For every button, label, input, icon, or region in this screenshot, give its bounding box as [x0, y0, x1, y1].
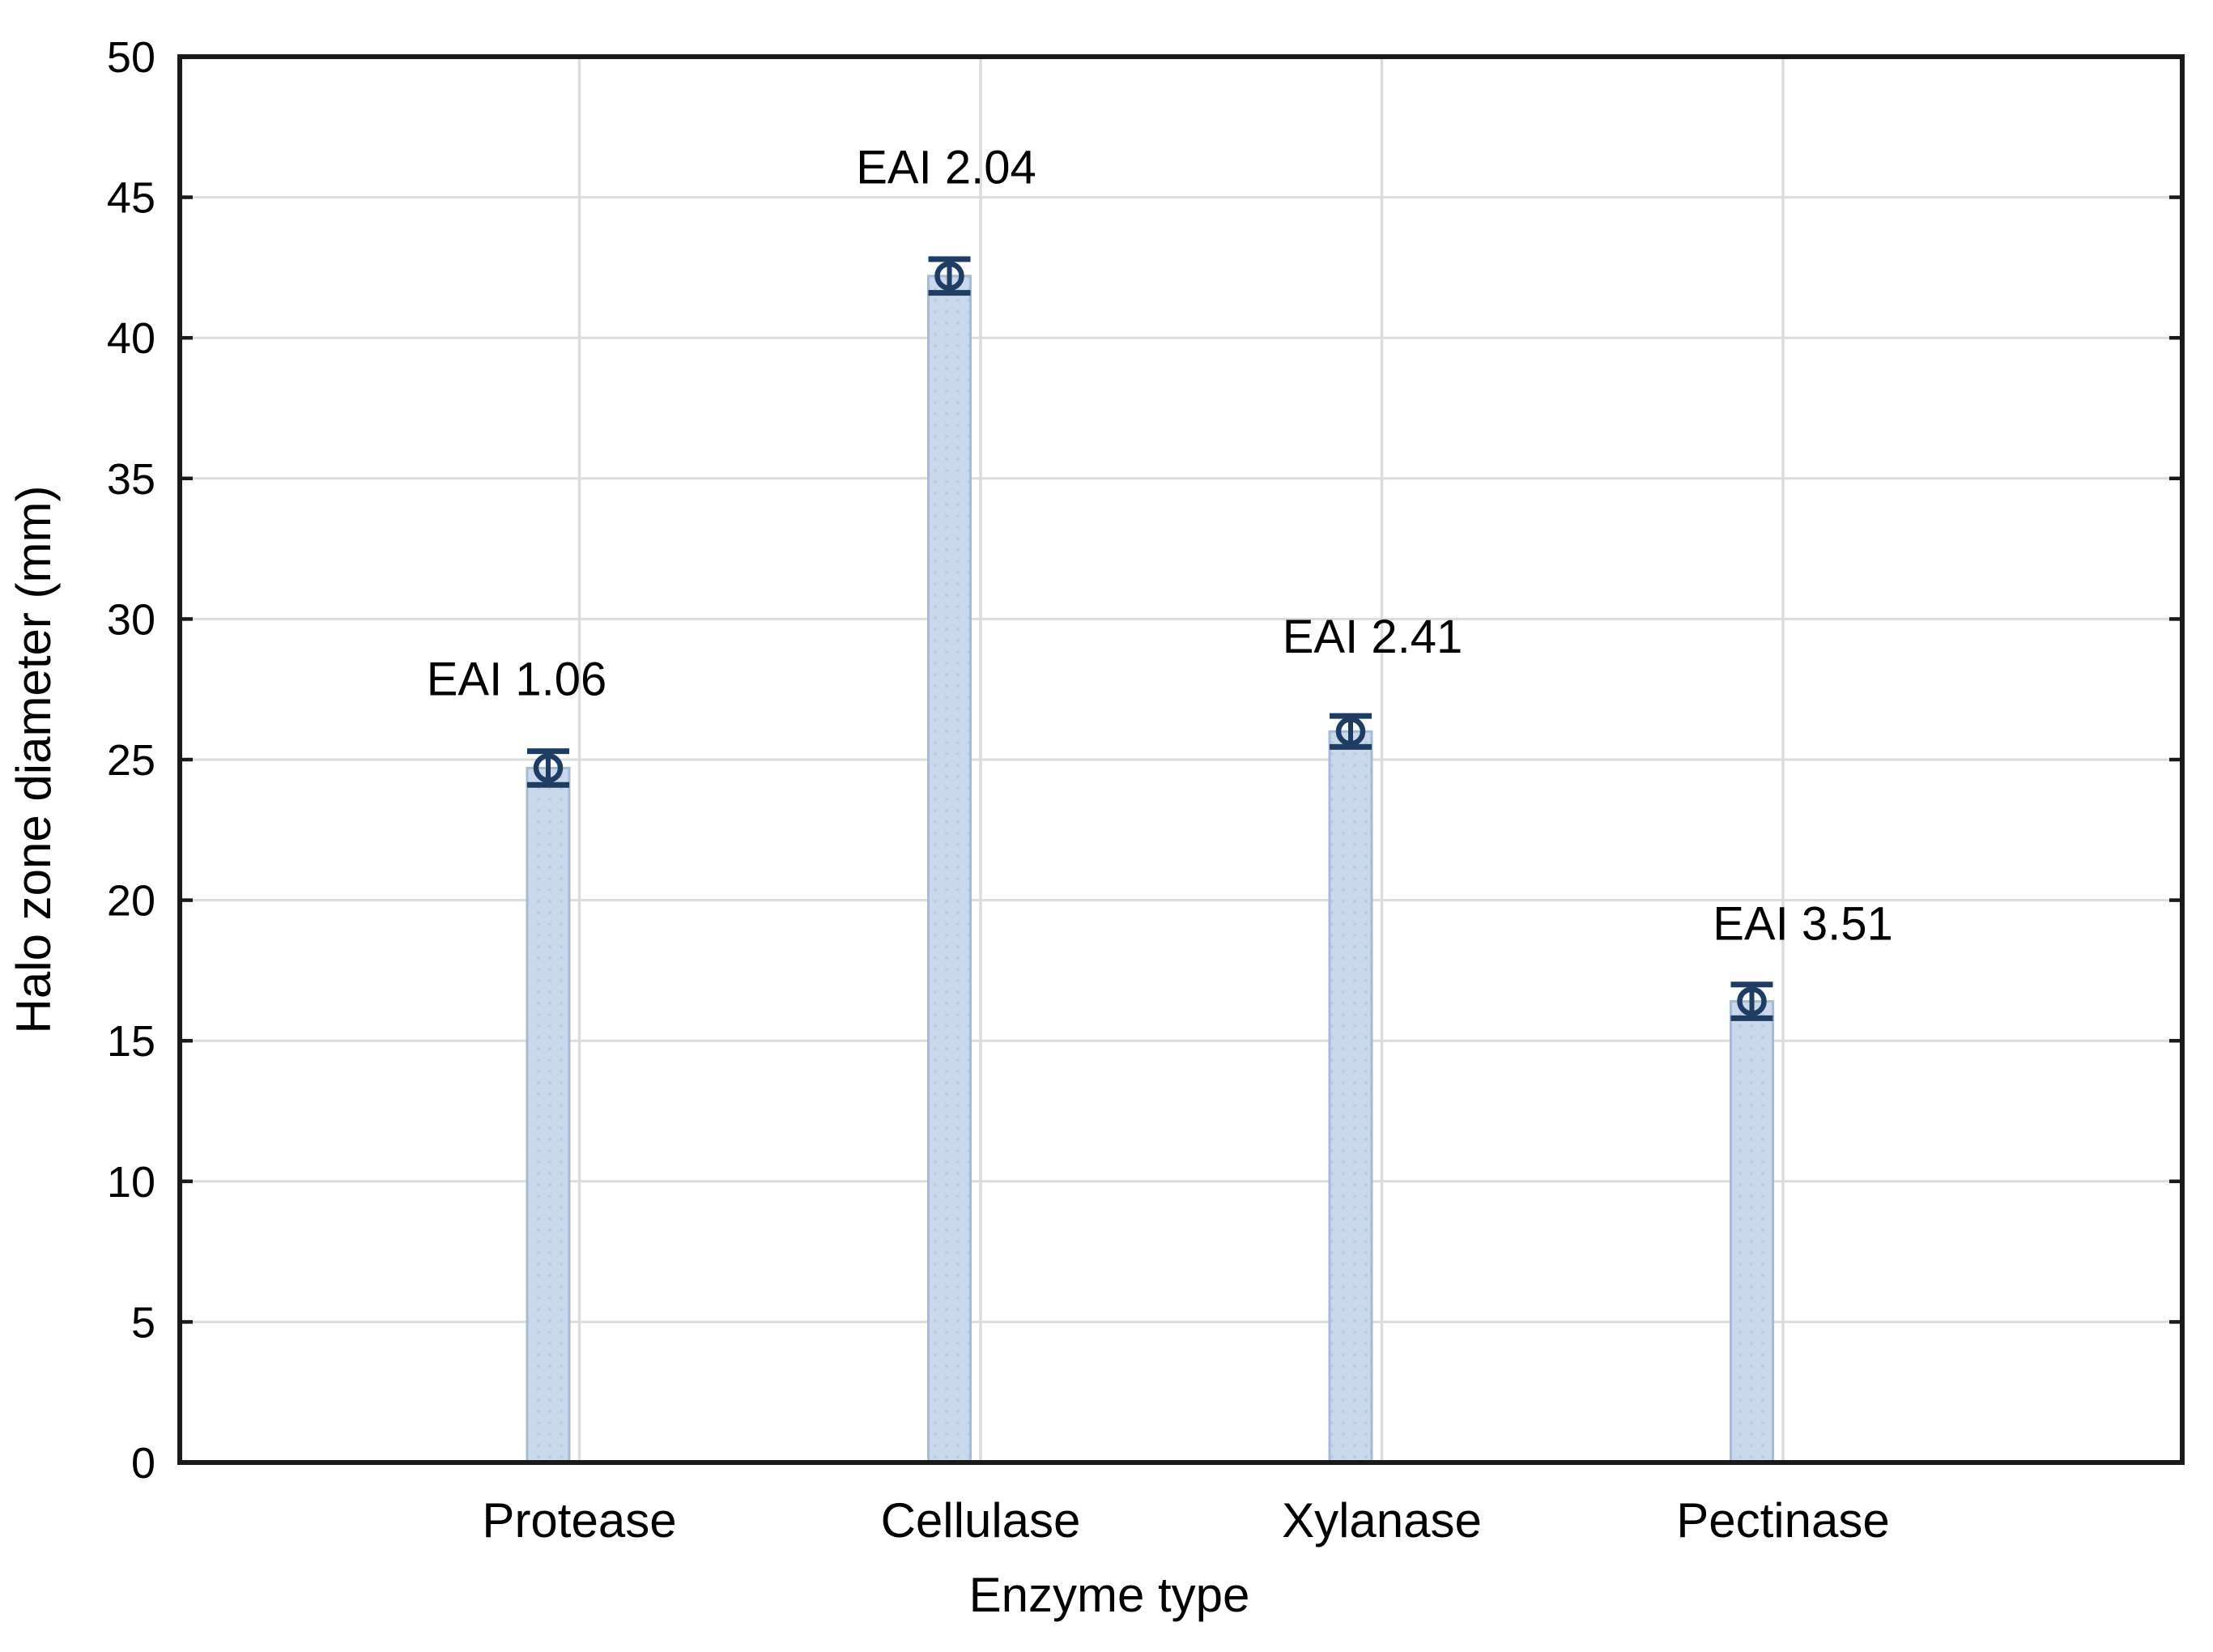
- y-axis-title: Halo zone diameter (mm): [6, 486, 61, 1034]
- eai-annotation: EAI 2.41: [1283, 611, 1462, 663]
- y-tick-label: 25: [107, 736, 155, 785]
- eai-annotation: EAI 2.04: [856, 141, 1036, 194]
- eai-annotation: EAI 1.06: [427, 653, 606, 705]
- y-tick-label: 40: [107, 314, 155, 363]
- eai-annotation: EAI 3.51: [1713, 897, 1892, 950]
- bar: [526, 766, 571, 1464]
- y-tick-label: 10: [107, 1158, 155, 1207]
- y-tick-label: 5: [131, 1298, 155, 1347]
- category-label: Xylanase: [1282, 1493, 1482, 1548]
- error-bars: [527, 256, 1773, 1021]
- mean-marker: [934, 261, 964, 292]
- bar: [1730, 1000, 1774, 1464]
- axis-ticks: [180, 54, 2182, 1465]
- error-bar: [1330, 713, 1372, 750]
- y-tick-label: 35: [107, 455, 155, 504]
- bar: [927, 275, 972, 1464]
- mean-marker: [1737, 986, 1767, 1016]
- category-label: Cellulase: [881, 1493, 1081, 1548]
- y-tick-label: 0: [131, 1439, 155, 1488]
- error-bar: [928, 256, 971, 296]
- y-tick-label: 50: [107, 33, 155, 82]
- y-tick-label: 20: [107, 877, 155, 926]
- y-tick-label: 45: [107, 174, 155, 223]
- y-tick-label: 30: [107, 595, 155, 644]
- error-bar: [527, 748, 569, 788]
- mean-marker: [1335, 717, 1366, 747]
- bars: [526, 275, 1774, 1464]
- y-tick-labels: 0 5 10 15 20 25 30 35 40 45 50: [107, 33, 155, 1488]
- category-label: Pectinase: [1676, 1493, 1890, 1548]
- category-labels: Protease Cellulase Xylanase Pectinase: [482, 1493, 1889, 1548]
- mean-marker: [533, 753, 564, 783]
- error-bar: [1730, 981, 1773, 1021]
- category-label: Protease: [482, 1493, 676, 1548]
- gridlines: [180, 57, 2182, 1463]
- bar-annotations: EAI 1.06 EAI 2.04 EAI 2.41 EAI 3.51: [427, 141, 1893, 950]
- y-tick-label: 15: [107, 1017, 155, 1066]
- x-axis-title: Enzyme type: [969, 1568, 1250, 1622]
- bar: [1328, 730, 1373, 1464]
